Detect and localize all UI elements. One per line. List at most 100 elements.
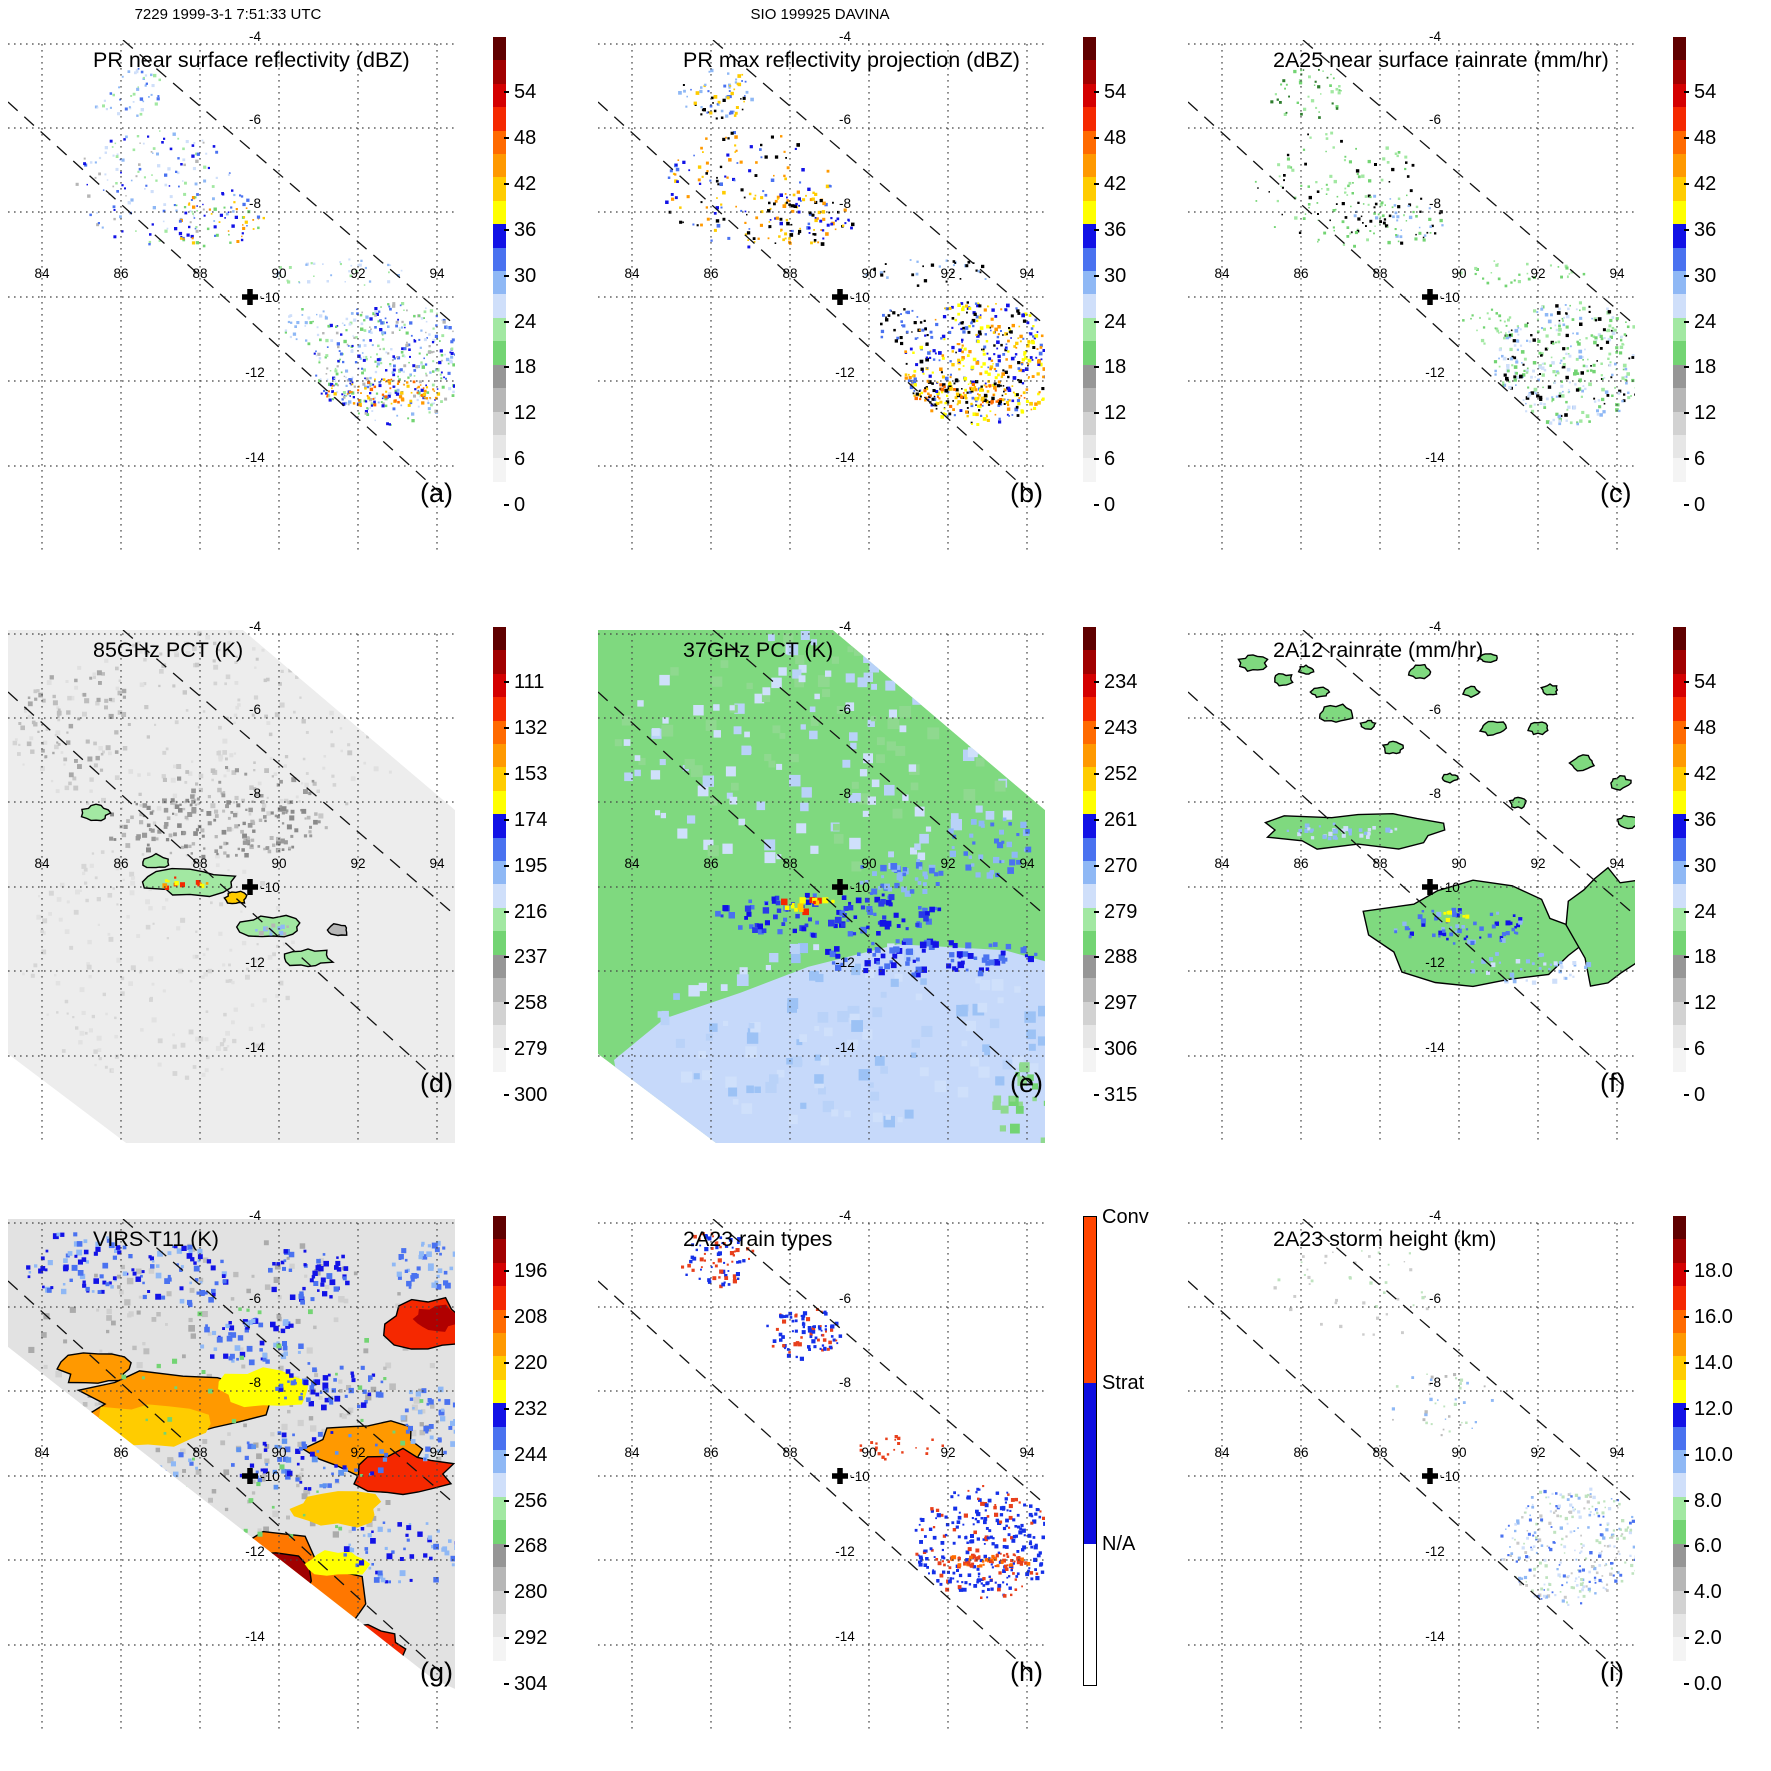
svg-text:-8: -8	[1429, 196, 1441, 211]
map-panel-c: 84 86 88 90 92 94 -4 -6 -8 -10 -12 -14 2A25 near sur…	[1188, 29, 1635, 553]
colorbar-tick	[504, 1407, 509, 1410]
colorbar-tick-label: 12	[1104, 402, 1127, 425]
colorbar-segment	[1673, 224, 1686, 248]
colorbar-segment	[1673, 107, 1686, 131]
colorbar-segment	[493, 650, 506, 674]
map-panel-b: 84 86 88 90 92 94 -4 -6 -8 -10 -12 -14 PR max reflec…	[598, 29, 1045, 553]
colorbar-tick-label: 30	[514, 264, 537, 287]
colorbar-segment	[493, 1403, 506, 1427]
colorbar-tick-label: 280	[514, 1581, 548, 1604]
colorbar-segment	[1673, 1426, 1686, 1451]
colorbar-tick	[1094, 137, 1099, 140]
colorbar-tick	[1684, 864, 1689, 867]
svg-text:86: 86	[113, 856, 128, 871]
colorbar-tick-label: 2.0	[1694, 1627, 1722, 1650]
colorbar-segment	[1673, 720, 1686, 745]
panel-title-e: 37GHz PCT (K)	[683, 638, 833, 662]
colorbar-segment	[493, 37, 506, 61]
colorbar-segment	[493, 1024, 506, 1049]
colorbar-tick-label: 24	[1694, 310, 1717, 333]
svg-text:-10: -10	[260, 290, 280, 305]
svg-text:84: 84	[624, 856, 640, 871]
colorbar-segment	[1673, 1333, 1686, 1357]
colorbar-tick-label: 36	[1104, 218, 1127, 241]
colorbar-segment	[493, 341, 506, 365]
colorbar-segment	[493, 1426, 506, 1451]
colorbar-segment	[493, 1520, 506, 1544]
colorbar-segment	[493, 954, 506, 979]
colorbar-tick	[504, 182, 509, 185]
colorbar-tick	[1684, 1591, 1689, 1594]
colorbar-tick	[504, 818, 509, 821]
colorbar-segment	[493, 814, 506, 838]
colorbar-segment	[1673, 458, 1686, 482]
colorbar-segment	[493, 907, 506, 932]
map-panel-d: 84 86 88 90 92 94 -4 -6 -8 -10 -12 -14 85GHz PCT (K)…	[8, 619, 455, 1143]
colorbar-segment	[1083, 978, 1096, 1002]
axis-labels: 84 86 88 90 92 94-4-6-8-10-12-14	[34, 1208, 445, 1644]
colorbar-tick	[1684, 1637, 1689, 1640]
colorbar-segment	[1673, 411, 1686, 435]
pr-swath-edge-lines	[1188, 1219, 1635, 1680]
colorbar-tick-label: 195	[514, 854, 548, 877]
colorbar-tick	[504, 681, 509, 684]
colorbar-tick-label: 153	[514, 762, 548, 785]
svg-text:86: 86	[703, 856, 718, 871]
colorbar-tick-label: 252	[1104, 762, 1138, 785]
svg-text:-10: -10	[1440, 290, 1460, 305]
colorbar-tick-label: 0	[514, 494, 526, 516]
colorbar-segment	[1083, 720, 1096, 745]
colorbar-tick-label: 54	[1694, 81, 1717, 104]
colorbar-tick	[1094, 1002, 1099, 1005]
data-layer	[8, 1219, 455, 1689]
svg-text:-10: -10	[260, 880, 280, 895]
svg-text:-12: -12	[1425, 955, 1445, 970]
panel-title-b: PR max reflectivity projection (dBZ)	[683, 48, 1020, 72]
colorbar-category-label: N/A	[1102, 1533, 1136, 1556]
colorbar-segment	[1673, 697, 1686, 721]
graticule	[1188, 1222, 1635, 1732]
colorbar-tick	[504, 458, 509, 461]
colorbar-tick-label: 6.0	[1694, 1535, 1722, 1558]
panel-letter-i: (i)	[1600, 1657, 1624, 1687]
colorbar-segment	[493, 1637, 506, 1661]
colorbar-tick-label: 48	[1694, 127, 1717, 150]
colorbar-tick	[1684, 366, 1689, 369]
colorbar-tick	[1684, 458, 1689, 461]
colorbar-segment	[1673, 1637, 1686, 1661]
svg-text:90: 90	[861, 266, 876, 281]
colorbar-tick-label: 0	[1104, 494, 1116, 516]
colorbar-tick	[504, 1361, 509, 1364]
colorbar-tick	[1094, 772, 1099, 775]
colorbar-segment	[1673, 1048, 1686, 1072]
svg-text:88: 88	[192, 266, 207, 281]
colorbar-segment	[1673, 954, 1686, 979]
svg-text:-12: -12	[1425, 365, 1445, 380]
colorbar-segment	[1673, 1473, 1686, 1497]
svg-text:-8: -8	[249, 196, 261, 211]
colorbar-segment-strat	[1084, 1382, 1096, 1545]
svg-text:94: 94	[1609, 266, 1625, 281]
axis-labels: 84 86 88 90 92 94-4-6-8-10-12-14	[34, 619, 445, 1055]
colorbar-segment	[1083, 130, 1096, 155]
svg-text:-14: -14	[835, 450, 855, 465]
graticule	[8, 1222, 455, 1732]
colorbar-segment	[1083, 107, 1096, 131]
svg-text:86: 86	[1293, 266, 1308, 281]
colorbar-tick	[504, 274, 509, 277]
colorbar-tick-label: 208	[514, 1306, 548, 1329]
colorbar-category-label: Strat	[1102, 1371, 1145, 1394]
colorbar-segment	[1673, 434, 1686, 459]
colorbar-tick	[1094, 504, 1099, 506]
colorbar-segment	[493, 1356, 506, 1380]
colorbar-segment	[1673, 364, 1686, 389]
colorbar-g	[493, 1216, 506, 1685]
colorbar-segment	[493, 411, 506, 435]
colorbar-tick	[1684, 1002, 1689, 1005]
colorbar-segment	[1673, 1450, 1686, 1474]
pr-swath-edge-lines	[1188, 630, 1635, 1091]
data-layer	[665, 68, 1045, 426]
pr-swath-edge-lines	[8, 1219, 455, 1680]
storm-center-cross-marker	[1422, 1468, 1438, 1484]
